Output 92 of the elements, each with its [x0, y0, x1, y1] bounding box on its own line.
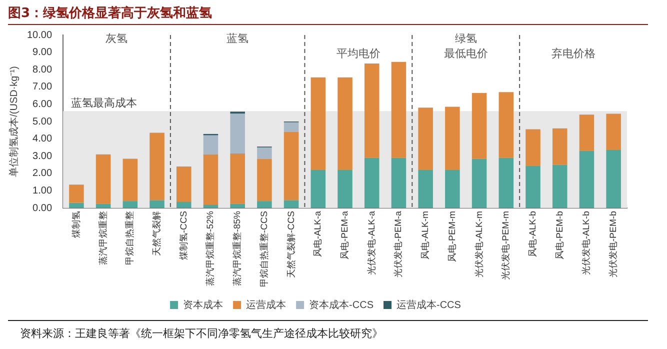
bar: [445, 170, 460, 208]
bar: [257, 201, 272, 208]
bar: [338, 170, 352, 208]
x-tick-label: 煤制氢-CCS: [178, 211, 188, 260]
annotation: 弃电价格: [551, 46, 596, 60]
bar: [284, 122, 299, 132]
x-tick-label: 风电-PEM-b: [554, 211, 564, 260]
x-tick-label: 天然气裂解: [152, 211, 162, 256]
x-tick-label: 光伏发电-ALK-a: [366, 211, 376, 276]
annotation: 平均电价: [336, 46, 380, 60]
annotation: 最低电价: [444, 46, 488, 60]
x-tick-label: 风电-ALK-a: [312, 211, 323, 258]
band-label: 蓝氢最高成本: [71, 96, 138, 110]
bar: [526, 129, 540, 166]
bar: [284, 132, 299, 200]
chart-title: 图3：绿氢价格显著高于灰氢和蓝氢: [8, 4, 212, 22]
bar: [284, 200, 299, 208]
y-tick-label: 1.00: [32, 185, 52, 196]
bar: [498, 92, 514, 158]
x-tick-label: 蒸汽甲烷重整: [98, 211, 108, 265]
bar: [606, 150, 621, 208]
bar: [472, 158, 487, 208]
bar: [203, 135, 218, 154]
x-tick-label: 甲烷自热重整: [124, 211, 135, 265]
annotation: 灰氢: [106, 32, 128, 46]
bar: [69, 202, 84, 208]
legend-label: 运营成本: [246, 298, 286, 311]
annotation: 蓝氢: [226, 32, 249, 46]
bar: [498, 158, 514, 208]
bar: [579, 150, 594, 208]
bar: [122, 201, 138, 208]
y-tick-label: 0.00: [32, 202, 52, 214]
bar: [310, 77, 326, 170]
y-axis-title: 单位制氢成本/(USD·kg⁻¹): [8, 66, 20, 177]
bar: [230, 114, 245, 154]
y-tick-label: 10.00: [26, 30, 52, 41]
bar: [552, 128, 568, 165]
bar: [257, 147, 272, 159]
bar: [122, 158, 138, 202]
x-tick-label: 天然气裂解-CCS: [286, 211, 296, 278]
x-tick-label: 光伏发电-PEM-b: [608, 211, 618, 278]
y-tick-label: 7.00: [32, 82, 52, 93]
bar: [203, 204, 218, 208]
bar: [69, 184, 84, 203]
x-tick-label: 风电-ALK-m: [420, 211, 430, 260]
bar: [338, 77, 352, 170]
x-tick-label: 风电-PEM-m: [446, 211, 457, 262]
x-tick-label: 光伏发电-PEM-a: [393, 211, 404, 278]
x-tick-label: 光伏发电-PEM-m: [500, 211, 511, 280]
bar: [230, 204, 245, 208]
bar: [364, 158, 380, 208]
x-tick-label: 煤制氢: [70, 211, 81, 238]
annotation: 绿氢: [454, 32, 477, 46]
y-tick-label: 2.00: [32, 168, 52, 180]
legend-label: 资本成本: [183, 298, 224, 311]
x-tick-label: 甲烷自热重整-CCS: [258, 211, 269, 287]
y-tick-label: 6.00: [32, 98, 52, 110]
legend-label: 运营成本-CCS: [396, 298, 462, 311]
bar: [418, 170, 433, 208]
bar: [391, 158, 406, 208]
bar: [472, 92, 487, 159]
y-tick-label: 9.00: [32, 47, 52, 58]
bar: [176, 166, 192, 202]
bar: [176, 202, 192, 208]
text: 资料来源：王建良等著《统一框架下不同净零氢气生产途径成本比较研究》: [20, 326, 383, 341]
x-tick-label: 蒸汽甲烷重整-52%: [205, 211, 216, 286]
y-tick-label: 4.00: [32, 134, 52, 145]
bar: [203, 154, 218, 205]
bar: [150, 200, 164, 208]
bar: [418, 108, 433, 170]
bar: [96, 154, 111, 204]
x-tick-label: 光伏发电-ALK-m: [474, 211, 484, 278]
x-tick-label: 蒸汽甲烷重整-85%: [232, 211, 242, 286]
bar: [257, 158, 272, 202]
bar: [310, 170, 326, 208]
y-tick-label: 8.00: [32, 64, 52, 76]
bar: [606, 114, 621, 150]
bar: [526, 166, 540, 208]
bar: [364, 64, 380, 158]
y-tick-label: 3.00: [32, 150, 52, 162]
bar: [96, 204, 111, 208]
x-tick-label: 光伏发电-ALK-b: [581, 211, 592, 276]
legend-label: 资本成本-CCS: [309, 298, 374, 311]
y-tick-label: 5.00: [32, 116, 52, 128]
bar: [579, 114, 594, 151]
bar: [391, 62, 406, 158]
bar: [150, 132, 164, 200]
x-tick-label: 风电-PEM-a: [339, 211, 350, 260]
bar: [230, 154, 245, 204]
bar: [552, 164, 568, 208]
bar: [445, 106, 460, 170]
x-tick-label: 风电-ALK-b: [527, 211, 538, 258]
